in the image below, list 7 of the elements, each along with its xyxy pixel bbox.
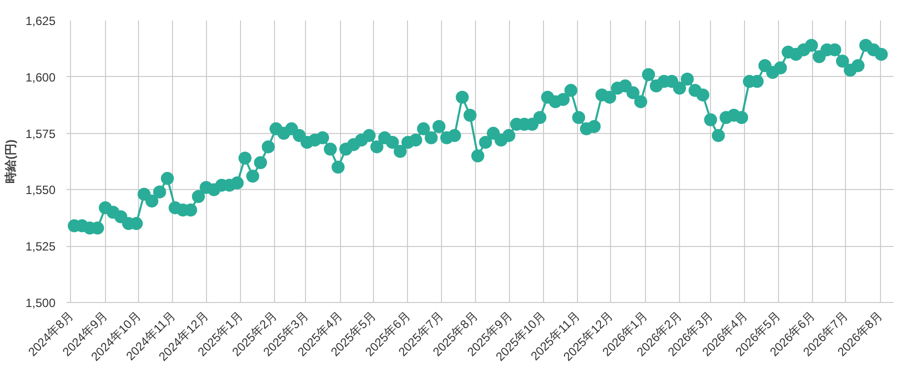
y-tick-label: 1,525: [25, 240, 56, 254]
y-tick-label: 1,625: [25, 14, 56, 28]
y-tick-label: 1,575: [25, 126, 56, 141]
y-axis-title: 時給(円): [3, 139, 18, 184]
y-tick-label: 1,600: [25, 70, 56, 84]
y-tick-label: 1,500: [25, 296, 56, 310]
y-tick-label: 1,550: [25, 183, 56, 198]
